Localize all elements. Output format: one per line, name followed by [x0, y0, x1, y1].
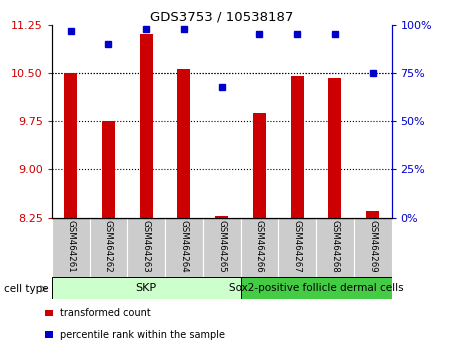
Text: GSM464268: GSM464268	[330, 220, 339, 273]
Text: GSM464261: GSM464261	[66, 220, 75, 273]
Bar	[240, 277, 392, 299]
Title: GDS3753 / 10538187: GDS3753 / 10538187	[150, 11, 293, 24]
Text: SKP: SKP	[135, 283, 157, 293]
Bar	[52, 277, 240, 299]
Bar	[127, 218, 165, 278]
Bar	[203, 218, 240, 278]
Text: GSM464266: GSM464266	[255, 220, 264, 273]
Text: GSM464265: GSM464265	[217, 220, 226, 273]
Text: GSM464263: GSM464263	[142, 220, 151, 273]
Bar	[165, 218, 203, 278]
Bar	[253, 113, 266, 218]
Bar	[291, 76, 304, 218]
Text: GSM464262: GSM464262	[104, 220, 113, 273]
Text: GSM464264: GSM464264	[180, 220, 189, 273]
Bar	[177, 69, 190, 218]
Text: percentile rank within the sample: percentile rank within the sample	[60, 330, 225, 339]
Text: GSM464269: GSM464269	[368, 220, 377, 273]
Bar	[52, 218, 90, 278]
Bar	[45, 331, 53, 338]
Bar	[215, 216, 228, 218]
Bar	[90, 218, 127, 278]
Bar	[366, 211, 379, 218]
Bar	[45, 310, 53, 316]
Bar	[140, 34, 153, 218]
Bar	[354, 218, 392, 278]
Bar	[316, 218, 354, 278]
Bar	[278, 218, 316, 278]
Text: cell type: cell type	[4, 284, 49, 294]
Bar	[102, 121, 115, 218]
Text: GSM464267: GSM464267	[292, 220, 302, 273]
Bar	[240, 218, 278, 278]
Bar	[64, 73, 77, 218]
Bar	[328, 78, 342, 218]
Text: transformed count: transformed count	[60, 308, 151, 318]
Text: Sox2-positive follicle dermal cells: Sox2-positive follicle dermal cells	[229, 283, 403, 293]
